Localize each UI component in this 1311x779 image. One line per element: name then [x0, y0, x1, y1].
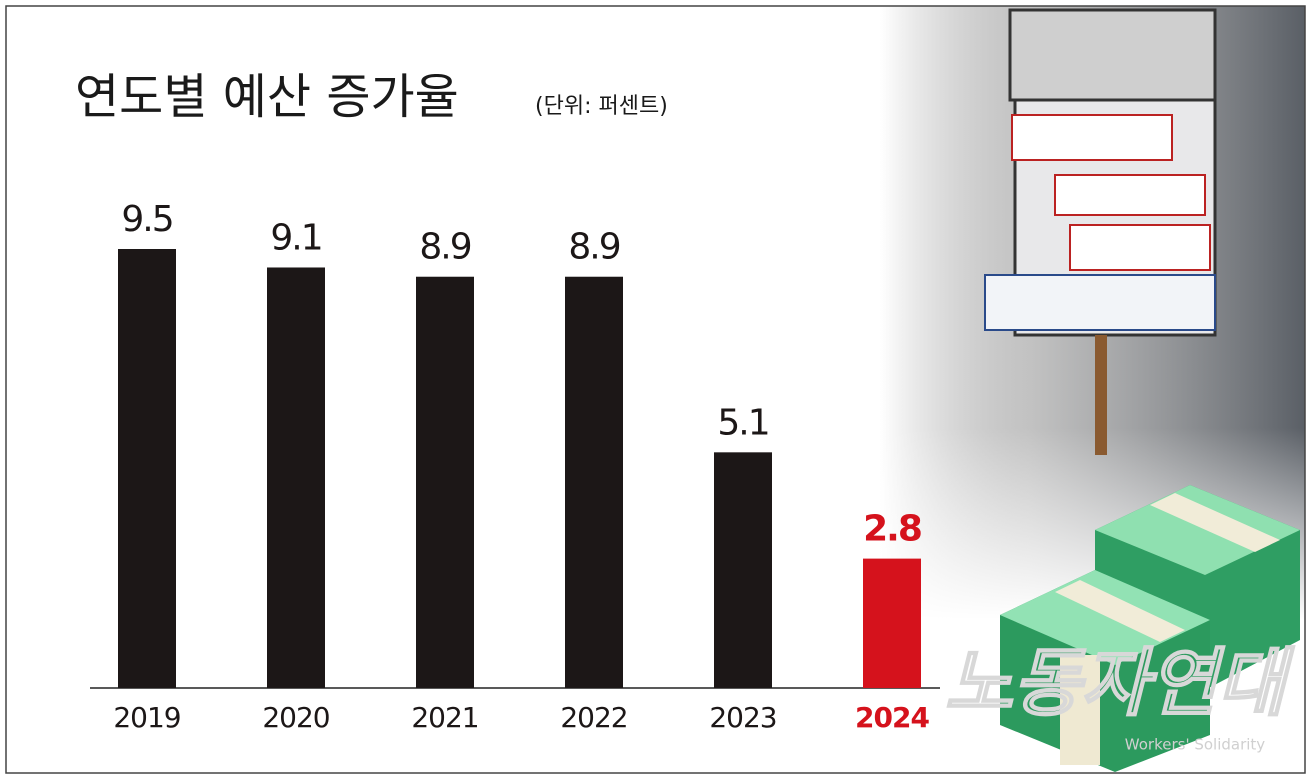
x-tick-label: 2023 [709, 701, 776, 734]
watermark: 노동자연대 [945, 641, 1295, 727]
x-tick-label: 2020 [262, 701, 329, 734]
value-label: 9.1 [270, 217, 321, 258]
bar [565, 276, 623, 688]
bar [863, 558, 921, 688]
sign-panel [1069, 224, 1211, 271]
chart-subtitle: (단위: 퍼센트) [535, 94, 668, 119]
x-tick-label: 2021 [411, 701, 478, 734]
chart-title: 연도별 예산 증가율 [75, 69, 459, 125]
value-label: 2.8 [863, 509, 921, 550]
value-label: 5.1 [717, 402, 768, 443]
sign-pole [1095, 335, 1107, 455]
protest-sign [1008, 8, 1217, 102]
money-top [1095, 485, 1300, 575]
money-band [1150, 493, 1280, 552]
value-label: 9.5 [121, 199, 172, 240]
money-illustration [1000, 485, 1300, 772]
money-band [1060, 655, 1100, 765]
money-band [1055, 580, 1185, 642]
watermark-subtitle: Workers' Solidarity [1125, 736, 1266, 754]
x-tick-label: 2022 [560, 701, 627, 734]
frame [5, 5, 1306, 774]
money-top [1000, 570, 1210, 665]
bar [714, 452, 772, 688]
bar [118, 249, 176, 688]
sign-panel [984, 274, 1216, 331]
x-tick-label: 2024 [855, 701, 929, 734]
bar [267, 267, 325, 688]
sign-panel [1054, 174, 1206, 216]
sign-panel [1011, 114, 1173, 161]
value-label: 8.9 [419, 227, 470, 268]
x-tick-label: 2019 [113, 701, 180, 734]
value-label: 8.9 [568, 227, 619, 268]
bar [416, 276, 474, 688]
